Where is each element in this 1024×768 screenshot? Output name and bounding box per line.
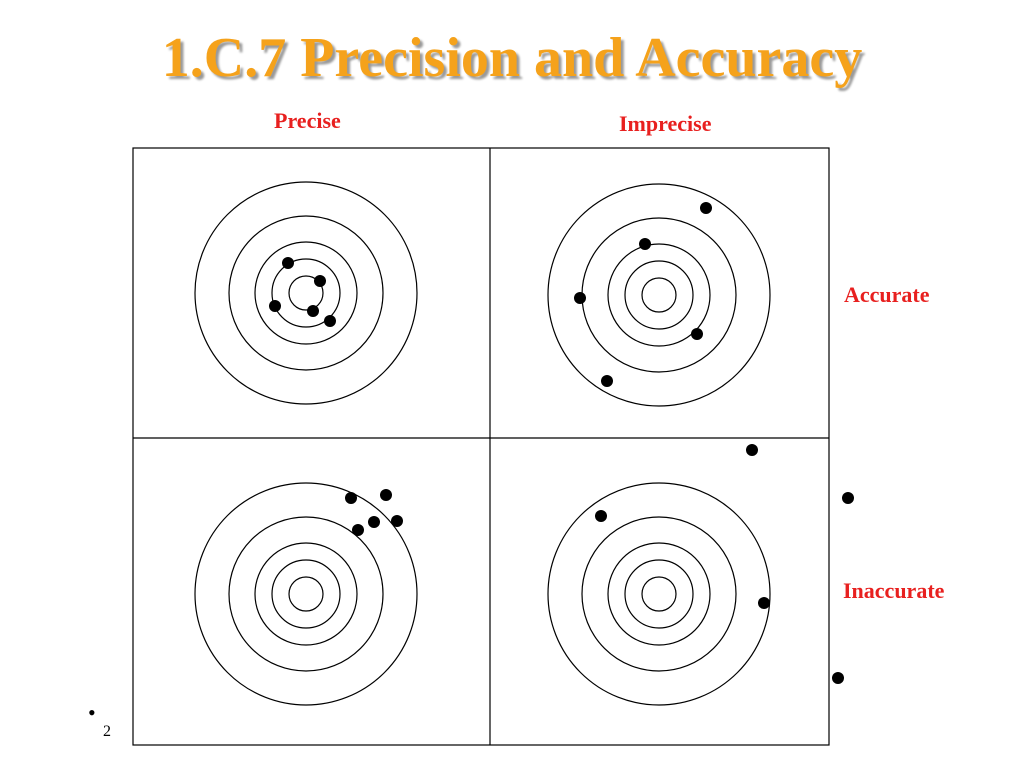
target-ring [288, 576, 324, 612]
target-ring [228, 516, 384, 672]
shot-mark [691, 328, 703, 340]
shot-mark [314, 275, 326, 287]
shot-mark [639, 238, 651, 250]
target-ring [581, 217, 737, 373]
shot-mark [746, 444, 758, 456]
quadrant-grid [132, 147, 830, 746]
target-precise-accurate [194, 181, 418, 405]
shot-mark [595, 510, 607, 522]
target-ring [624, 559, 694, 629]
target-ring [271, 559, 341, 629]
target-ring [581, 516, 737, 672]
target-ring [194, 482, 418, 706]
shot-mark [324, 315, 336, 327]
shot-mark [368, 516, 380, 528]
target-ring [547, 183, 771, 407]
shot-mark [832, 672, 844, 684]
target-ring [288, 275, 324, 311]
target-ring [641, 576, 677, 612]
target-ring [228, 215, 384, 371]
shot-mark [842, 492, 854, 504]
target-ring [641, 277, 677, 313]
target-ring [194, 181, 418, 405]
target-ring [547, 482, 771, 706]
slide-bullet: • [88, 700, 96, 725]
target-ring [624, 260, 694, 330]
target-precise-inaccurate [194, 482, 418, 706]
target-ring [607, 542, 711, 646]
shot-mark [307, 305, 319, 317]
shot-mark [380, 489, 392, 501]
target-ring [254, 241, 358, 345]
row-label-accurate: Accurate [844, 282, 930, 307]
target-ring [607, 243, 711, 347]
row-label-inaccurate: Inaccurate [843, 578, 945, 603]
shot-mark [352, 524, 364, 536]
target-imprecise-inaccurate [547, 482, 771, 706]
shot-mark [758, 597, 770, 609]
shot-mark [391, 515, 403, 527]
column-label-precise: Precise [274, 108, 341, 133]
shot-mark [269, 300, 281, 312]
column-label-imprecise: Imprecise [619, 111, 712, 136]
slide-title: 1.C.7 Precision and Accuracy [161, 27, 863, 89]
grid-border [132, 147, 830, 746]
slide-number: 2 [103, 723, 111, 740]
target-imprecise-accurate [547, 183, 771, 407]
shot-mark [574, 292, 586, 304]
target-ring [254, 542, 358, 646]
shot-mark [345, 492, 357, 504]
shot-mark [282, 257, 294, 269]
shot-mark [700, 202, 712, 214]
target-ring [271, 258, 341, 328]
shot-mark [601, 375, 613, 387]
